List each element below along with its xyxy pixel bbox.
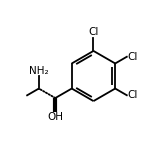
Text: NH₂: NH₂ (29, 66, 49, 76)
Text: OH: OH (47, 112, 63, 122)
Text: Cl: Cl (88, 27, 99, 37)
Text: Cl: Cl (127, 90, 137, 100)
Text: Cl: Cl (127, 52, 137, 62)
